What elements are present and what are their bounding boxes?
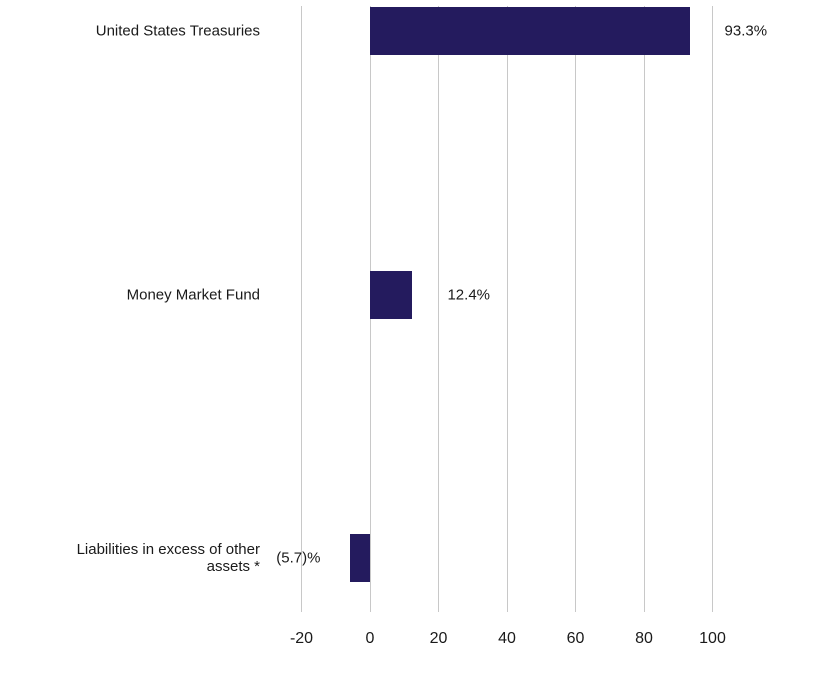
gridline — [712, 6, 713, 612]
bar-1 — [370, 271, 413, 319]
gridline — [301, 6, 302, 612]
x-axis-tick-label: 60 — [566, 630, 585, 647]
bar-0 — [370, 7, 690, 55]
category-label: Liabilities in excess of other assets * — [76, 541, 260, 575]
x-axis-tick-label: 0 — [365, 630, 375, 647]
x-axis-tick-label: 40 — [498, 630, 516, 647]
x-axis-tick-label: 100 — [699, 630, 726, 647]
x-axis-tick-label: 20 — [429, 630, 448, 647]
gridline — [575, 6, 576, 612]
gridline — [643, 6, 645, 612]
category-label: Money Market Fund — [126, 286, 260, 304]
x-axis-tick-label: -20 — [289, 630, 314, 647]
value-label: 12.4% — [447, 286, 491, 304]
gridline — [438, 6, 439, 612]
value-label: (5.7)% — [276, 549, 321, 567]
value-label: 93.3% — [724, 22, 768, 40]
gridline — [506, 6, 508, 612]
category-label: United States Treasuries — [95, 22, 260, 40]
x-axis-tick-label: 80 — [635, 630, 653, 647]
bar-2 — [350, 534, 370, 582]
